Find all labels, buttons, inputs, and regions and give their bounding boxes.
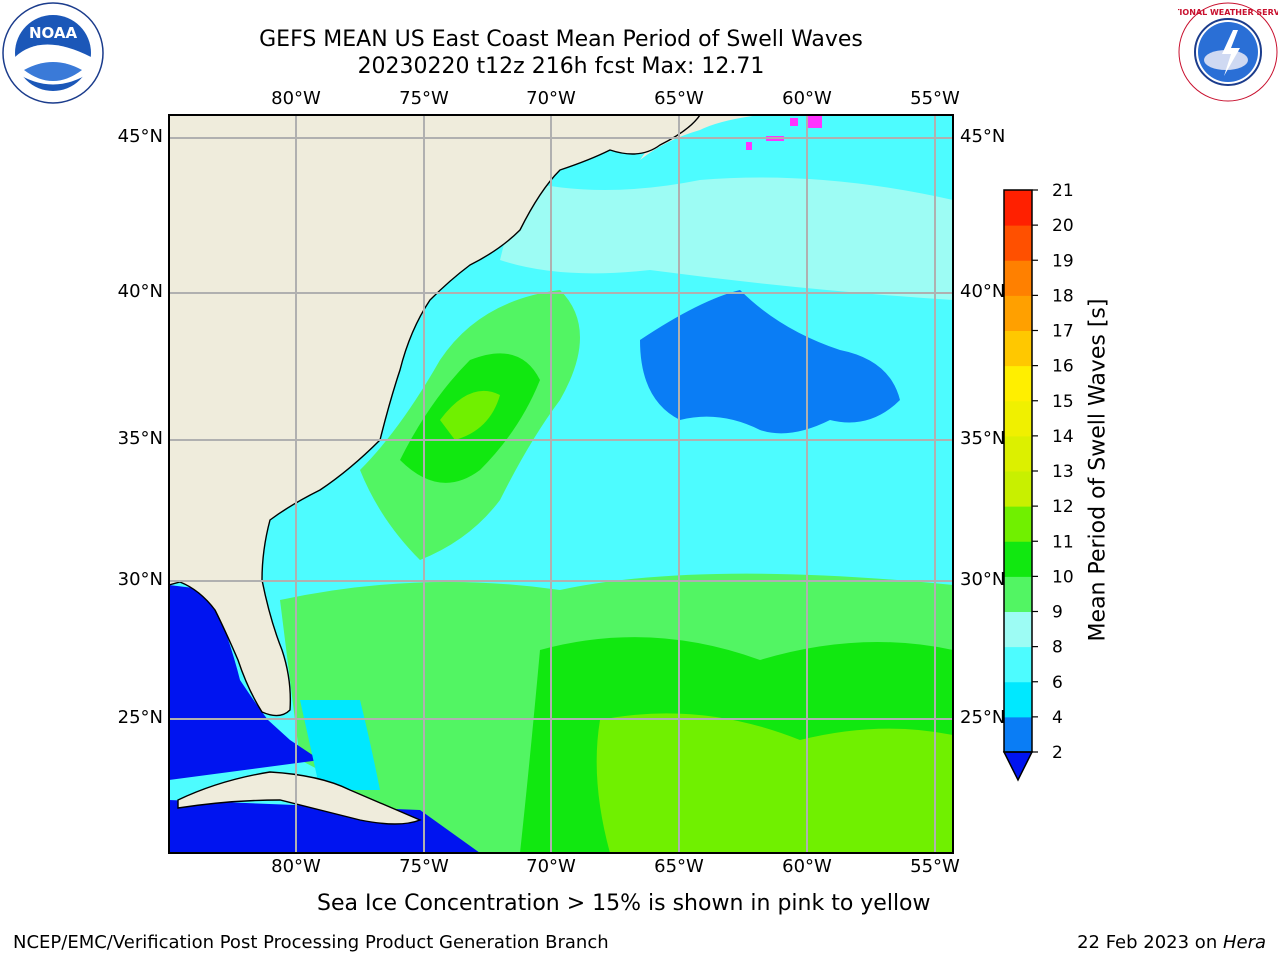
sea-ice-note: Sea Ice Concentration > 15% is shown in …	[317, 891, 931, 916]
colorbar-bin	[1004, 260, 1032, 296]
colorbar-bin	[1004, 190, 1032, 226]
period-zone-2-4	[640, 290, 900, 434]
footer-timestamp: 22 Feb 2023 on Hera	[1077, 932, 1266, 953]
colorbar-tick-label: 18	[1052, 286, 1074, 306]
lat-tick-right: 40°N	[960, 281, 1006, 302]
colorbar-tick-label: 6	[1052, 673, 1063, 693]
colorbar-tick-label: 8	[1052, 638, 1063, 658]
map-frame	[168, 114, 954, 854]
colorbar-bin	[1004, 576, 1032, 612]
lat-tick-left: 35°N	[117, 428, 163, 449]
colorbar-bin	[1004, 681, 1032, 718]
coastline	[169, 115, 701, 717]
lat-tick-right: 45°N	[960, 126, 1006, 147]
period-zone-below-2-gulf	[169, 585, 320, 780]
lon-tick-top: 55°W	[910, 88, 960, 109]
colorbar-bin	[1004, 295, 1032, 331]
colorbar-bin	[1004, 330, 1032, 367]
lon-tick-top: 75°W	[399, 88, 449, 109]
lat-tick-left: 25°N	[117, 707, 163, 728]
colorbar-tick-label: 11	[1052, 532, 1074, 552]
colorbar-tick-label: 20	[1052, 216, 1074, 236]
noaa-logo: NOAA	[2, 2, 104, 104]
colorbar-tick-label: 14	[1052, 427, 1074, 447]
colorbar-tick-label: 9	[1052, 603, 1063, 623]
lon-tick-top: 80°W	[271, 88, 321, 109]
colorbar-label: Mean Period of Swell Waves [s]	[1085, 298, 1111, 642]
lat-tick-left: 40°N	[117, 281, 163, 302]
colorbar-extend-triangle	[1002, 751, 1034, 782]
colorbar-tick-label: 2	[1052, 743, 1063, 763]
lat-tick-right: 30°N	[960, 569, 1006, 590]
footer-host: Hera	[1222, 932, 1266, 953]
lat-tick-right: 35°N	[960, 428, 1006, 449]
land-cuba	[178, 772, 420, 824]
colorbar-tick-label: 4	[1052, 708, 1063, 728]
lon-tick-top: 60°W	[782, 88, 832, 109]
colorbar-bin	[1004, 506, 1032, 542]
colorbar-bin	[1004, 646, 1032, 683]
colorbar-bin	[1004, 435, 1032, 472]
lat-tick-right: 25°N	[960, 707, 1006, 728]
nws-logo: NATIONAL WEATHER SERVICE	[1178, 2, 1278, 102]
lon-tick-top: 65°W	[654, 88, 704, 109]
period-zone-4-6-bahamas	[300, 700, 380, 790]
lon-tick-top: 70°W	[526, 88, 576, 109]
lat-tick-left: 45°N	[117, 126, 163, 147]
colorbar-bin	[1004, 716, 1032, 753]
period-zone-11-12-north	[440, 390, 500, 440]
chart-title: GEFS MEAN US East Coast Mean Period of S…	[259, 27, 863, 52]
colorbar-bin	[1004, 611, 1032, 648]
colorbar-tick-label: 12	[1052, 497, 1074, 517]
lon-tick-bottom: 70°W	[526, 856, 576, 877]
footer-credit: NCEP/EMC/Verification Post Processing Pr…	[13, 932, 609, 953]
colorbar-bin	[1004, 541, 1032, 577]
colorbar-tick-label: 13	[1052, 462, 1074, 482]
lon-tick-bottom: 55°W	[910, 856, 960, 877]
sea-ice-patch	[790, 118, 798, 126]
land-nova-scotia	[640, 115, 760, 160]
colorbar-tick-label: 16	[1052, 357, 1074, 377]
colorbar-tick-label: 10	[1052, 567, 1074, 587]
colorbar-tick-label: 19	[1052, 251, 1074, 271]
colorbar-bin	[1004, 400, 1032, 437]
colorbar-tick-label: 15	[1052, 392, 1074, 412]
noaa-logo-text: NOAA	[29, 24, 78, 42]
period-zone-8-9	[500, 177, 953, 300]
colorbar-tick-label: 21	[1052, 181, 1074, 201]
chart-subtitle: 20230220 t12z 216h fcst Max: 12.71	[357, 54, 765, 79]
lon-tick-bottom: 80°W	[271, 856, 321, 877]
land-us	[169, 115, 700, 716]
nws-logo-text: NATIONAL WEATHER SERVICE	[1178, 8, 1278, 17]
colorbar-tick-label: 17	[1052, 322, 1074, 342]
colorbar-bin	[1004, 471, 1032, 507]
lat-tick-left: 30°N	[117, 569, 163, 590]
period-zone-11-12	[596, 713, 953, 853]
coastline-cuba	[177, 771, 422, 825]
lon-tick-bottom: 65°W	[654, 856, 704, 877]
sea-ice-patch	[808, 116, 822, 128]
lon-tick-bottom: 60°W	[782, 856, 832, 877]
sea-ice-patch	[746, 142, 752, 150]
lon-tick-bottom: 75°W	[399, 856, 449, 877]
graticule	[169, 115, 953, 853]
colorbar-bin	[1004, 225, 1032, 261]
colorbar-bin	[1004, 365, 1032, 402]
